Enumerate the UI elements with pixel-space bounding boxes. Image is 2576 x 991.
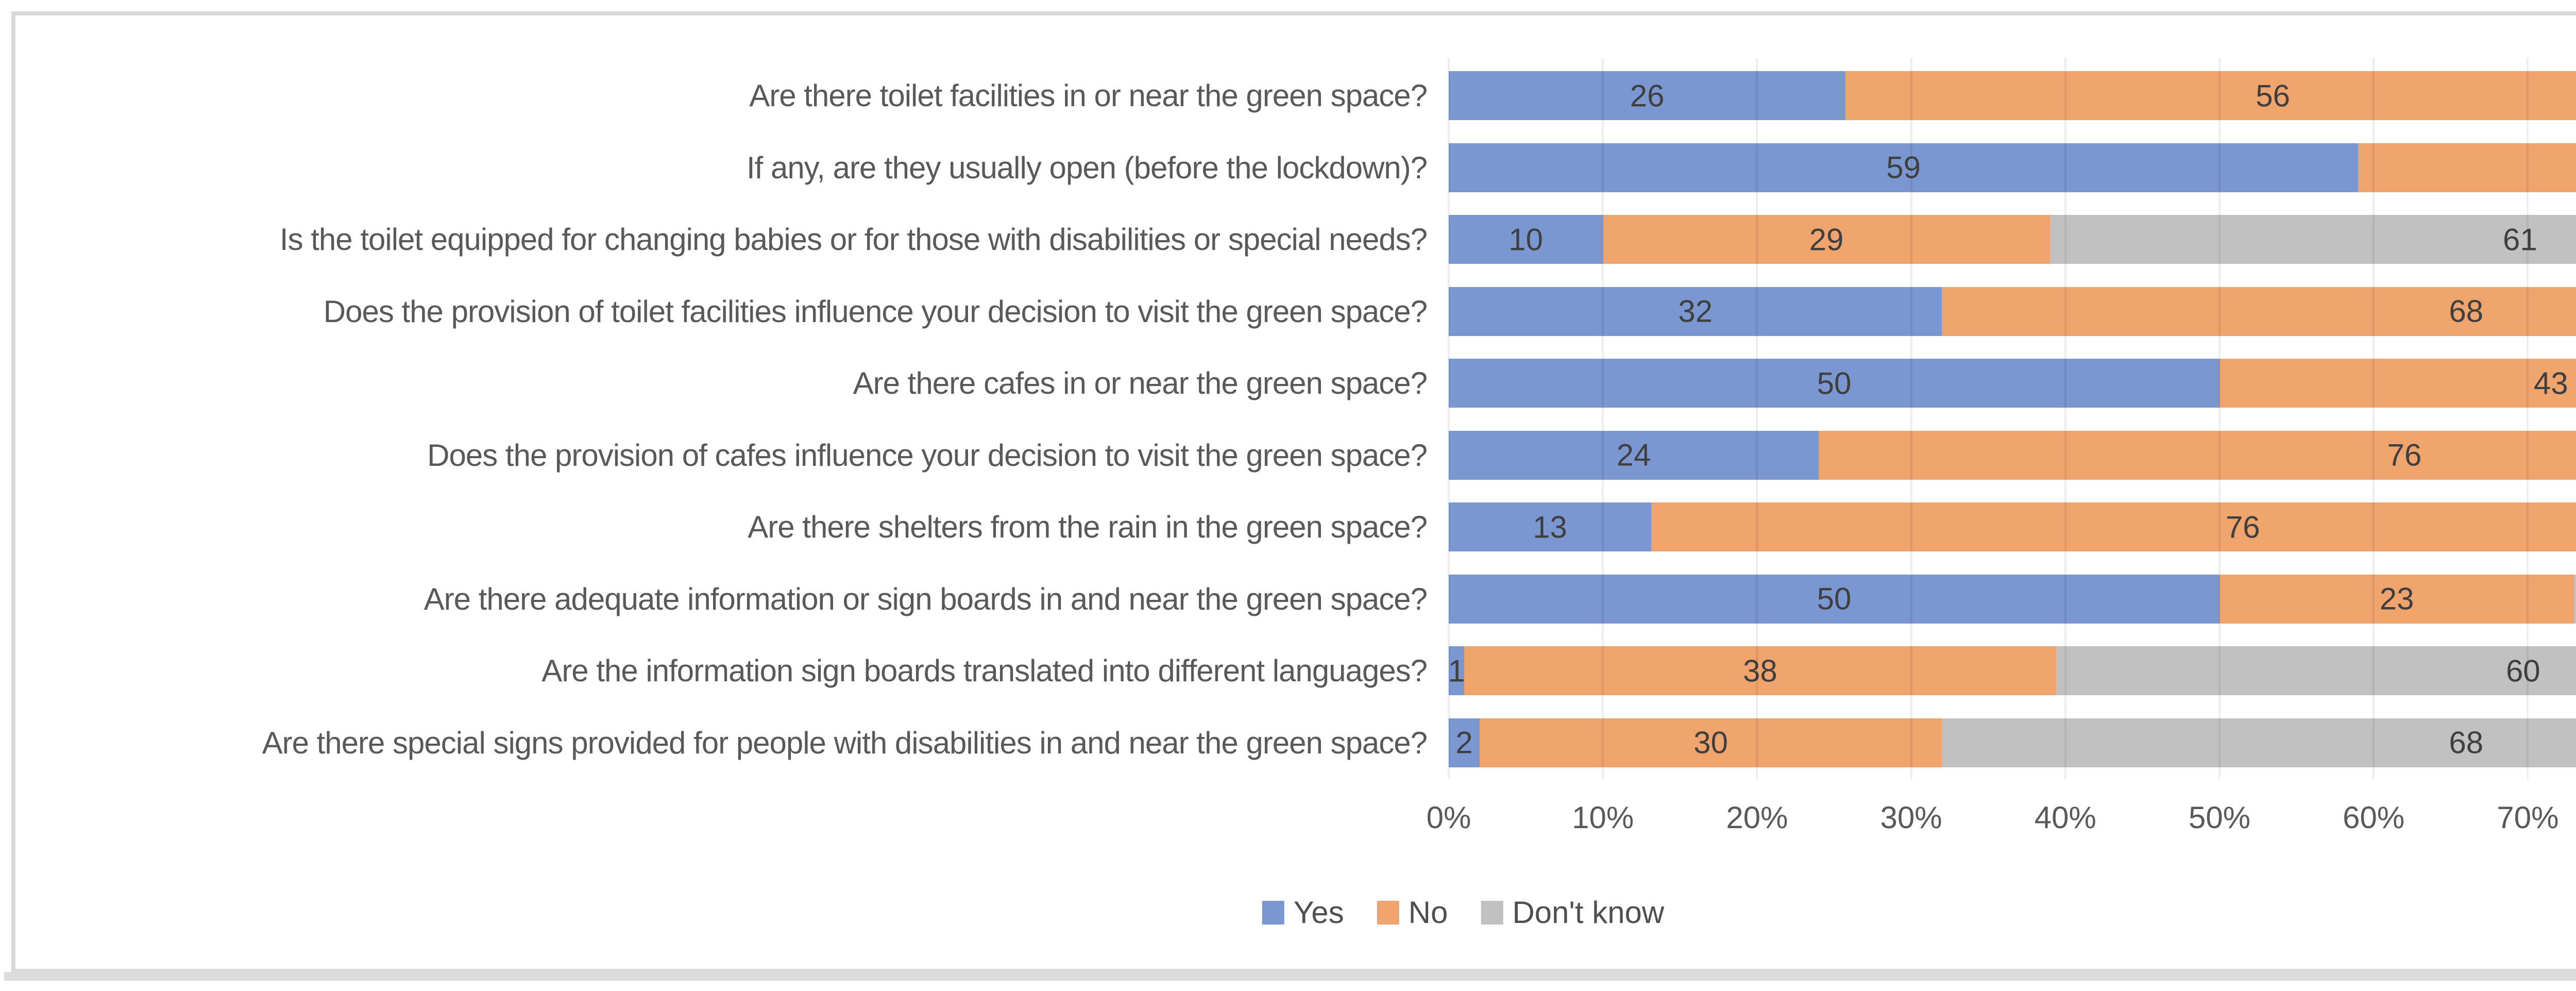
bar-segment-yes[interactable]: 1 bbox=[1448, 646, 1465, 695]
data-label: 68 bbox=[2449, 294, 2484, 329]
category-label: Are there cafes in or near the green spa… bbox=[853, 366, 1428, 400]
data-label: 43 bbox=[2533, 366, 2568, 400]
data-label: 2 bbox=[1455, 725, 1473, 760]
bottom-strip bbox=[4, 972, 2576, 981]
data-label: 26 bbox=[1630, 78, 1665, 113]
bar-row: 137610 bbox=[1449, 502, 2576, 551]
plot-area: 2656195941010296132680504372476013761050… bbox=[1448, 58, 2576, 779]
bar-segment-no[interactable]: 56 bbox=[1845, 71, 2576, 120]
data-label: 50 bbox=[1817, 366, 1852, 400]
bar-segment-yes[interactable]: 32 bbox=[1449, 287, 1942, 336]
bar-segment-yes[interactable]: 13 bbox=[1449, 502, 1651, 551]
legend-item-don-t-know[interactable]: Don't know bbox=[1481, 895, 1664, 930]
category-label: Are the information sign boards translat… bbox=[541, 653, 1428, 688]
bar-row: 265619 bbox=[1449, 71, 2576, 120]
bar-segment-don-t-know[interactable]: 68 bbox=[1942, 718, 2576, 767]
data-label: 24 bbox=[1616, 438, 1651, 473]
bar-segment-no[interactable]: 41 bbox=[2358, 143, 2576, 192]
x-axis-tick-label: 70% bbox=[2497, 800, 2559, 835]
bar-row: 10 29 61 bbox=[1449, 215, 2576, 264]
legend-label: No bbox=[1408, 895, 1448, 930]
bar-segment-don-t-know[interactable]: 60 bbox=[2056, 646, 2576, 695]
data-label: 1 bbox=[1448, 653, 1465, 688]
data-label: 61 bbox=[2503, 222, 2537, 257]
data-label: 23 bbox=[2379, 581, 2414, 616]
x-axis-tick-label: 40% bbox=[2034, 800, 2096, 835]
category-label: Are there adequate information or sign b… bbox=[423, 581, 1428, 616]
legend-item-no[interactable]: No bbox=[1377, 895, 1448, 930]
category-label: If any, are they usually open (before th… bbox=[746, 150, 1428, 185]
legend-label: Yes bbox=[1293, 895, 1344, 930]
bar-segment-no[interactable]: 76 bbox=[1651, 502, 2576, 551]
data-label: 76 bbox=[2387, 438, 2422, 473]
bar-segment-yes[interactable]: 50 bbox=[1449, 574, 2219, 624]
bar-segment-no[interactable]: 43 bbox=[2219, 359, 2576, 408]
category-label: Are there toilet facilities in or near t… bbox=[749, 78, 1428, 113]
category-label: Are there special signs provided for peo… bbox=[262, 725, 1428, 760]
data-label: 56 bbox=[2256, 78, 2291, 113]
legend-swatch-icon bbox=[1377, 900, 1399, 925]
legend-item-yes[interactable]: Yes bbox=[1262, 895, 1344, 930]
bar-segment-no[interactable]: 76 bbox=[1819, 430, 2576, 480]
legend-swatch-icon bbox=[1262, 900, 1284, 925]
bar-row: 2 30 68 bbox=[1449, 718, 2576, 767]
data-label: 13 bbox=[1533, 510, 1567, 544]
legend-swatch-icon bbox=[1481, 900, 1503, 925]
bar-segment-no[interactable]: 23 bbox=[2219, 574, 2574, 624]
data-label: 32 bbox=[1678, 294, 1713, 329]
data-label: 38 bbox=[1743, 653, 1777, 688]
bar-segment-yes[interactable]: 50 bbox=[1449, 359, 2219, 408]
legend: Yes No Don't know bbox=[1262, 895, 1664, 930]
bar-row: 24760 bbox=[1449, 430, 2576, 480]
data-label: 60 bbox=[2505, 653, 2540, 688]
x-axis-tick-label: 10% bbox=[1572, 800, 1634, 835]
gridline bbox=[1448, 58, 1450, 779]
category-label: Are there shelters from the rain in the … bbox=[748, 510, 1428, 544]
gridline bbox=[2218, 58, 2221, 779]
bar-segment-yes[interactable]: 2 bbox=[1449, 718, 1480, 767]
data-label: 50 bbox=[1817, 581, 1852, 616]
data-label: 30 bbox=[1693, 725, 1728, 760]
x-axis-tick-label: 20% bbox=[1726, 800, 1788, 835]
data-label: 59 bbox=[1886, 150, 1921, 185]
bar-segment-don-t-know[interactable]: 27 bbox=[2574, 574, 2576, 624]
bar-segment-don-t-know[interactable]: 61 bbox=[2049, 215, 2576, 264]
bar-segment-yes[interactable]: 24 bbox=[1449, 430, 1819, 480]
category-label: Does the provision of cafes influence yo… bbox=[427, 438, 1428, 473]
gridline bbox=[1756, 58, 1758, 779]
category-label: Does the provision of toilet facilities … bbox=[323, 294, 1428, 329]
bar-segment-yes[interactable]: 26 bbox=[1449, 71, 1846, 120]
gridline bbox=[2064, 58, 2066, 779]
bar-segment-yes[interactable]: 10 bbox=[1449, 215, 1603, 264]
bar-segment-no[interactable]: 38 bbox=[1464, 646, 2056, 695]
data-label: 76 bbox=[2225, 510, 2260, 544]
gridline bbox=[1602, 58, 1604, 779]
bar-row: 1 38 60 bbox=[1448, 646, 2576, 695]
bar-row: 50 23 27 bbox=[1449, 574, 2576, 624]
bar-row: 50437 bbox=[1449, 359, 2576, 408]
gridline bbox=[2372, 58, 2375, 779]
gridline bbox=[2527, 58, 2529, 779]
bar-row: 59410 bbox=[1449, 143, 2576, 192]
category-label: Is the toilet equipped for changing babi… bbox=[279, 222, 1428, 257]
bar-segment-no[interactable]: 68 bbox=[1942, 287, 2576, 336]
x-axis-tick-label: 30% bbox=[1880, 800, 1942, 835]
gridline bbox=[1910, 58, 1912, 779]
bar-segment-no[interactable]: 29 bbox=[1603, 215, 2050, 264]
legend-label: Don't know bbox=[1512, 895, 1665, 930]
bar-segment-yes[interactable]: 59 bbox=[1449, 143, 2359, 192]
bar-segment-no[interactable]: 30 bbox=[1479, 718, 1942, 767]
x-axis-tick-label: 60% bbox=[2343, 800, 2405, 835]
bar-row: 32680 bbox=[1449, 287, 2576, 336]
data-label: 10 bbox=[1509, 222, 1543, 257]
x-axis-tick-label: 50% bbox=[2188, 800, 2251, 835]
data-label: 68 bbox=[2449, 725, 2484, 760]
data-label: 29 bbox=[1809, 222, 1844, 257]
x-axis-tick-label: 0% bbox=[1426, 800, 1471, 835]
